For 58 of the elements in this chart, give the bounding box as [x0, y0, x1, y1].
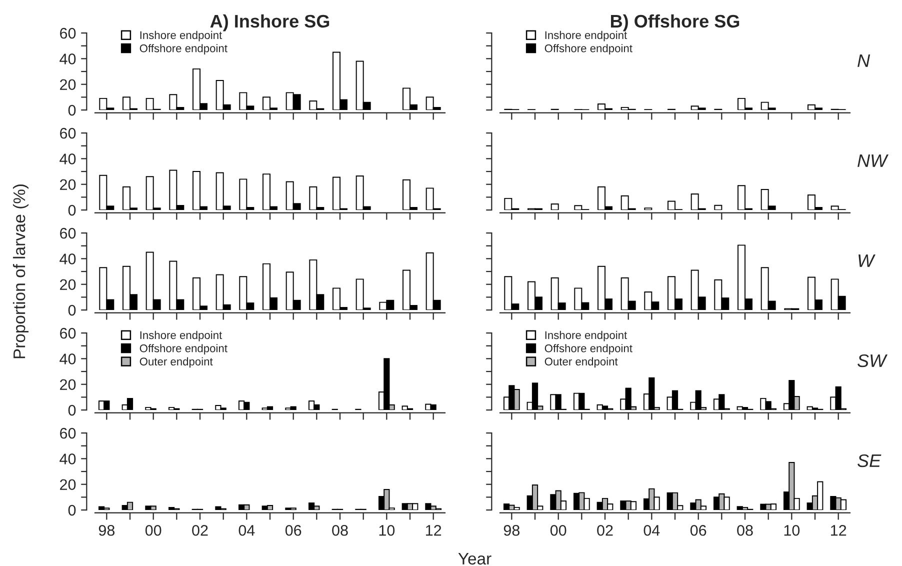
legend-label: Inshore endpoint [545, 30, 628, 42]
x-tick-label: 02 [597, 524, 613, 536]
chart-title: B) Offshore SG [611, 14, 740, 32]
bar [760, 504, 766, 510]
y-tick-label: 20 [60, 479, 76, 490]
text: NW [858, 154, 888, 167]
text: SE [858, 454, 882, 468]
x-tick-label: 10 [784, 524, 800, 536]
legend-label: Inshore endpoint [140, 30, 222, 42]
x-tick-label: 08 [737, 524, 753, 536]
x-tick-label: 06 [285, 524, 302, 536]
x-tick-label: 00 [550, 524, 566, 536]
x-tick-label: 00 [145, 524, 162, 536]
y-tick-label: 60 [60, 328, 76, 339]
y-tick-label: 0 [68, 304, 76, 316]
y-tick-label: 0 [68, 404, 76, 416]
bar [714, 204, 722, 210]
x-tick-label: 12 [426, 524, 442, 536]
text: SW [858, 354, 888, 368]
y-tick-label: 40 [60, 154, 76, 164]
bar [550, 203, 559, 210]
y-tick-label: 40 [60, 254, 76, 264]
y-tick-label: 20 [60, 79, 76, 90]
y-tick-label: 40 [60, 354, 76, 364]
y-tick-label: 20 [60, 379, 76, 390]
legend-label: Outer endpoint [140, 357, 213, 368]
y-tick-label: 60 [60, 128, 76, 139]
chart-title: A) Inshore SG [210, 14, 330, 32]
legend-label: Offshore endpoint [140, 44, 228, 54]
y-tick-label: 60 [60, 28, 76, 39]
x-tick-label: 08 [332, 524, 348, 536]
y-tick-label: 60 [60, 428, 76, 439]
legend-label: Inshore endpoint [140, 330, 222, 342]
y-tick-label: 0 [68, 504, 76, 516]
y-tick-label: 20 [60, 279, 76, 290]
x-tick-label: 12 [831, 524, 846, 536]
legend-label: Inshore endpoint [545, 330, 628, 342]
y-tick-label: 0 [68, 104, 76, 116]
legend-label: Offshore endpoint [544, 44, 632, 54]
x-axis-title: Year [458, 552, 492, 565]
legend-label: Outer endpoint [544, 357, 618, 368]
y-tick-label: 20 [60, 179, 76, 190]
text: N [858, 54, 870, 67]
x-tick-label: 02 [192, 524, 208, 536]
y-tick-label: 60 [60, 228, 76, 239]
x-tick-label: 10 [379, 524, 395, 536]
x-tick-label: 06 [690, 524, 706, 536]
legend-label: Offshore endpoint [544, 344, 632, 354]
y-tick-label: 40 [60, 54, 76, 64]
legend-label: Offshore endpoint [140, 344, 228, 354]
y-tick-label: 40 [60, 454, 76, 464]
x-tick-label: 04 [238, 524, 255, 536]
x-tick-label: 04 [644, 524, 660, 536]
y-tick-label: 0 [68, 204, 76, 216]
x-tick-label: 98 [98, 524, 114, 536]
y-axis-title: Proportion of larvae (%) [12, 184, 28, 358]
text: W [858, 254, 876, 267]
x-tick-label: 98 [504, 524, 520, 536]
